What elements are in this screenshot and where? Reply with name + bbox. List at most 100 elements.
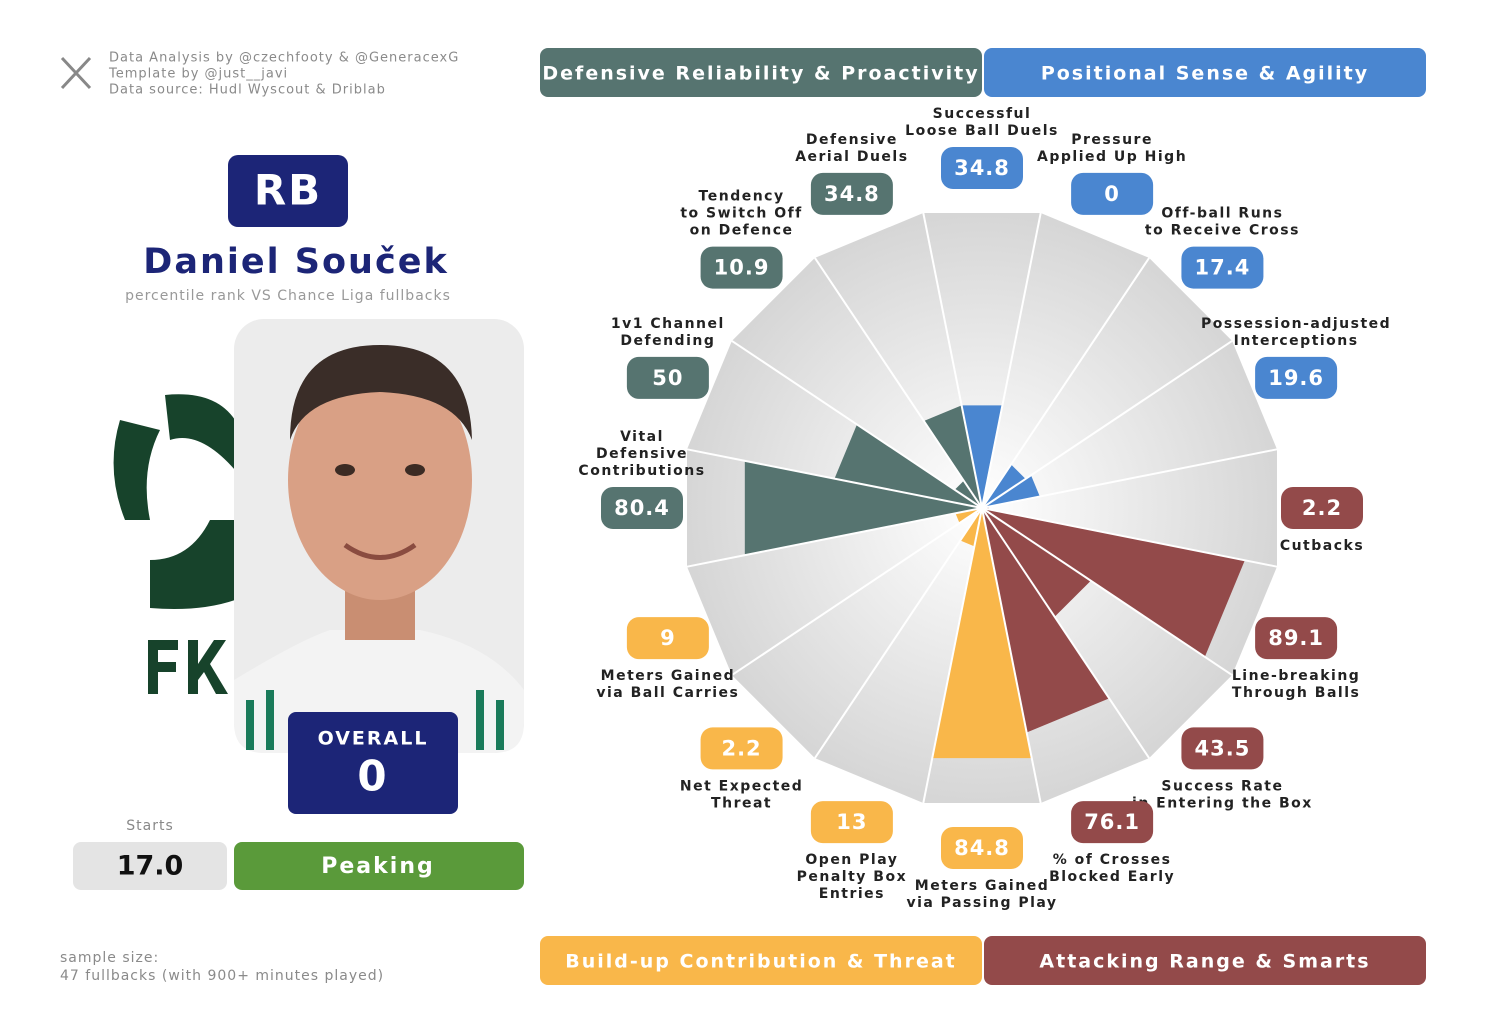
legend-banner [984,936,1426,985]
wedge [982,464,1026,508]
form-box [234,842,524,890]
sample-size: 47 fullbacks (with 900+ minutes played) [60,968,384,984]
position-badge [228,155,348,227]
value-badge [601,487,683,529]
value-label: 34.8 [824,182,880,206]
value-badge [1255,617,1338,660]
category-label: Possession-adjusted Interceptions [1201,316,1391,349]
category-label: Tendency to Switch Off on Defence [680,189,802,239]
wedge [982,475,1040,508]
category-label: Success Rate in Entering the Box [1132,778,1313,811]
category-label: Net Expected Threat [680,778,803,811]
credit: Data source: Hudl Wyscout & Driblab [109,83,386,98]
wedge [982,508,1110,733]
starts-value: 17.0 [117,851,184,882]
legend-label: Positional Sense & Agility [1041,63,1369,85]
value-badge [1255,356,1338,399]
value-label: 2.2 [1302,496,1342,520]
category-label: Pressure Applied Up High [1037,132,1187,165]
spoke [981,507,1150,759]
category-label: % of Crosses Blocked Early [1049,852,1175,885]
wedge [982,508,1245,657]
value-label: 10.9 [714,256,770,280]
spoke [981,507,1042,804]
overall-value: 0 [357,752,386,801]
category-label: 1v1 Channel Defending [611,316,725,349]
value-label: 43.5 [1195,736,1251,760]
spoke [814,507,983,759]
value-label: 13 [836,810,867,834]
subtitle: percentile rank VS Chance Liga fullbacks [125,288,451,304]
credit: Template by @just__javi [108,67,288,82]
spoke [922,212,983,509]
x-logo [60,56,92,90]
value-badge [1181,246,1264,289]
value-label: 76.1 [1084,810,1140,834]
value-badge [941,827,1023,869]
form: Peaking [321,854,434,879]
category-label: Off-ball Runs to Receive Cross [1145,206,1300,239]
spoke [922,507,983,804]
spoke [686,448,983,509]
category-label: Successful Loose Ball Duels [905,106,1059,139]
value-badge [941,147,1023,189]
value-label: 89.1 [1268,626,1324,650]
overall-label: OVERALL [318,728,429,750]
legend-label: Attacking Range & Smarts [1039,951,1370,973]
spoke [981,507,1233,676]
legend-banner [540,936,982,985]
spoke [731,340,983,509]
spoke [981,257,1150,509]
wedge [923,405,982,508]
club-logo [113,394,235,694]
value-badge [1071,801,1154,844]
legend-banner [540,48,982,97]
category-label: Line-breaking Through Balls [1232,668,1360,701]
value-label: 2.2 [721,736,761,760]
value-badge [700,246,783,289]
category-label: Meters Gained via Passing Play [906,878,1057,911]
category-label: Cutbacks [1280,538,1364,554]
category-label: Defensive Aerial Duels [795,132,908,165]
sample-size: sample size: [60,950,159,966]
spoke [981,448,1278,509]
value-badge [1071,172,1154,215]
value-label: 34.8 [954,156,1010,180]
wedge [834,424,982,508]
player-name: Daniel Souček [143,242,448,282]
overall-box [288,712,458,814]
value-badge [810,801,893,844]
value-badge [700,727,783,770]
value-label: 50 [652,366,683,390]
value-label: 9 [660,626,676,650]
value-badge [1181,727,1264,770]
legend-banner [984,48,1426,97]
wedge [961,405,1003,508]
credit: Data Analysis by @czechfooty & @Generace… [109,51,459,66]
wedge [982,508,1091,617]
player-photo [234,319,524,753]
spoke [686,507,983,568]
position: RB [254,166,322,215]
value-label: 0 [1104,182,1120,206]
legend-label: Defensive Reliability & Proactivity [542,63,979,85]
value-badge [1281,487,1363,529]
spoke [814,257,983,509]
spoke [981,507,1278,568]
value-badge [810,172,893,215]
category-label: Open Play Penalty Box Entries [797,852,907,902]
wedge [954,480,982,508]
value-label: 19.6 [1268,366,1324,390]
wedge [744,460,982,556]
value-label: 17.4 [1195,256,1251,280]
starts-box [73,842,227,890]
value-badge [626,617,709,660]
value-badge [626,356,709,399]
value-label: 84.8 [954,836,1010,860]
category-label: Vital Defensive Contributions [578,429,705,479]
starts-label: Starts [126,818,174,834]
spoke [731,507,983,676]
wedge [932,508,1032,759]
value-label: 80.4 [614,496,670,520]
